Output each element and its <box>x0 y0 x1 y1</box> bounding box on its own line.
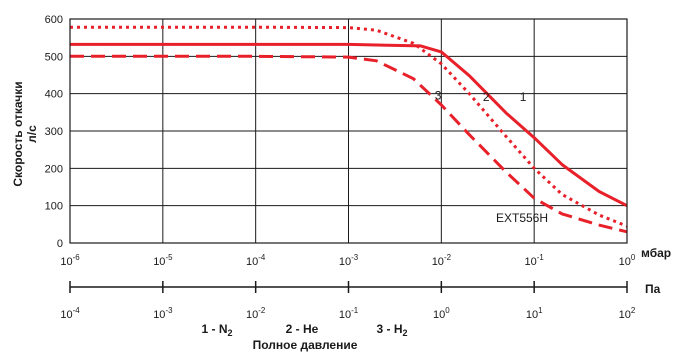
curve-1-line <box>70 42 628 208</box>
y-tick-label: 100 <box>45 201 63 213</box>
x-tick-label-pa: 101 <box>526 306 543 321</box>
legend-item-3: 3 - H2 <box>376 322 407 338</box>
curve-3-line <box>70 54 628 234</box>
model-label: EXT556H <box>496 211 548 225</box>
curve-2-line <box>70 25 628 228</box>
y-tick-label: 200 <box>45 163 63 175</box>
x-tick-label-pa: 100 <box>433 306 450 321</box>
x-tick-label-mbar: 100 <box>619 253 636 268</box>
x-unit-bottom-label: Па <box>645 282 661 296</box>
x-tick-label-mbar: 10-1 <box>525 253 545 268</box>
y-axis-ticks: 0 100 200 300 400 500 600 <box>45 14 63 250</box>
x-tick-label-mbar: 10-6 <box>60 253 80 268</box>
y-tick-label: 400 <box>45 89 63 101</box>
y-axis-title-line1: Скорость откачки <box>11 81 25 186</box>
grid-lines <box>70 19 627 243</box>
x-tick-label-pa: 10-1 <box>339 306 359 321</box>
y-axis-title-line2: л/с <box>25 125 39 143</box>
legend-item-2: 2 - He <box>286 322 319 336</box>
x-axis-title: Полное давление <box>253 338 358 352</box>
x-tick-label-pa: 10-3 <box>153 306 173 321</box>
curve-number-labels: 1 2 3 <box>435 88 527 104</box>
x-tick-label-mbar: 10-5 <box>153 253 173 268</box>
x-tick-label-pa: 10-4 <box>60 306 80 321</box>
y-tick-label: 0 <box>57 238 63 250</box>
legend: 1 - N2 2 - He 3 - H2 <box>201 322 407 338</box>
x-tick-label-pa: 10-2 <box>246 306 265 321</box>
curves <box>70 25 628 234</box>
x-tick-label-mbar: 10-4 <box>246 253 266 268</box>
x-axis-bottom: 10-4 10-3 10-2 10-1 100 101 102 <box>60 281 635 321</box>
y-tick-label: 600 <box>45 14 63 26</box>
curve-label-2: 2 <box>483 90 490 104</box>
y-tick-label: 300 <box>45 126 63 138</box>
plot-frame <box>69 18 628 244</box>
curve-label-1: 1 <box>520 90 527 104</box>
y-tick-label: 500 <box>45 51 63 63</box>
x-unit-top-label: мбар <box>641 246 671 260</box>
x-tick-label-mbar: 10-3 <box>339 253 359 268</box>
x-tick-label-pa: 102 <box>619 306 636 321</box>
x-axis-top-ticks: 10-6 10-5 10-4 10-3 10-2 10-1 100 <box>60 253 636 268</box>
x-tick-label-mbar: 10-2 <box>432 253 451 268</box>
legend-item-1: 1 - N2 <box>201 322 232 338</box>
curve-label-3: 3 <box>435 88 442 102</box>
